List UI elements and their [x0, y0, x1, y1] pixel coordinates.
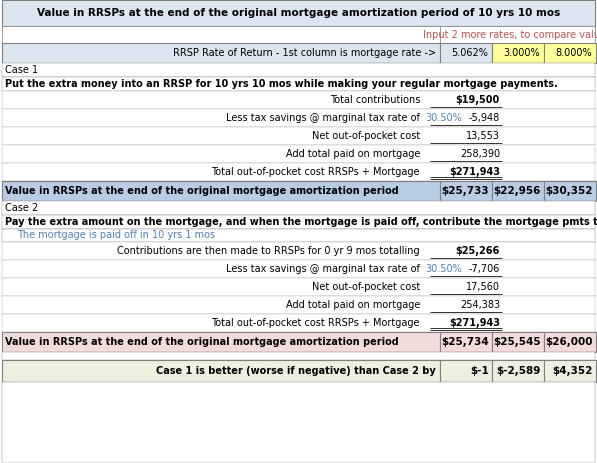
Text: Case 1: Case 1	[5, 65, 38, 75]
Bar	[440, 332, 492, 352]
Bar	[2, 181, 440, 201]
Text: 5.062%: 5.062%	[451, 48, 488, 58]
Text: Put the extra money into an RRSP for 10 yrs 10 mos while making your regular mor: Put the extra money into an RRSP for 10 …	[5, 79, 558, 89]
Text: Value in RRSPs at the end of the original mortgage amortization period: Value in RRSPs at the end of the origina…	[5, 186, 399, 196]
Text: Total out-of-pocket cost RRSPs + Mortgage: Total out-of-pocket cost RRSPs + Mortgag…	[211, 167, 420, 177]
Bar	[440, 26, 595, 43]
Text: -7,706: -7,706	[469, 264, 500, 274]
Text: Less tax savings @ marginal tax rate of: Less tax savings @ marginal tax rate of	[226, 264, 420, 274]
Bar	[544, 332, 596, 352]
Text: RRSP Rate of Return - 1st column is mortgage rate ->: RRSP Rate of Return - 1st column is mort…	[173, 48, 436, 58]
Text: $271,943: $271,943	[449, 318, 500, 328]
Bar	[2, 229, 595, 242]
Bar	[2, 352, 595, 360]
Text: $-2,589: $-2,589	[497, 366, 541, 376]
Bar	[2, 382, 595, 463]
Text: $25,734: $25,734	[441, 337, 489, 347]
Text: Contributions are then made to RRSPs for 0 yr 9 mos totalling: Contributions are then made to RRSPs for…	[118, 246, 420, 256]
Bar	[2, 127, 595, 145]
Bar	[2, 278, 595, 296]
Text: Pay the extra amount on the mortgage, and when the mortgage is paid off, contrib: Pay the extra amount on the mortgage, an…	[5, 217, 597, 227]
Text: $19,500: $19,500	[456, 95, 500, 105]
Bar	[2, 63, 595, 77]
Text: -5,948: -5,948	[469, 113, 500, 123]
Text: Net out-of-pocket cost: Net out-of-pocket cost	[312, 131, 420, 141]
Text: Input 2 more rates, to compare values: Input 2 more rates, to compare values	[423, 30, 597, 39]
Text: 30.50%: 30.50%	[425, 264, 461, 274]
Bar	[2, 215, 595, 229]
Bar	[440, 181, 492, 201]
Text: 258,390: 258,390	[460, 149, 500, 159]
Text: 8.000%: 8.000%	[555, 48, 592, 58]
Text: The mortgage is paid off in 10 yrs 1 mos: The mortgage is paid off in 10 yrs 1 mos	[17, 231, 215, 240]
Text: Total contributions: Total contributions	[330, 95, 420, 105]
Text: $22,956: $22,956	[494, 186, 541, 196]
Text: Add total paid on mortgage: Add total paid on mortgage	[285, 149, 420, 159]
Bar	[2, 242, 595, 260]
Text: $25,266: $25,266	[456, 246, 500, 256]
Text: 17,560: 17,560	[466, 282, 500, 292]
Text: $25,545: $25,545	[493, 337, 541, 347]
Text: Total out-of-pocket cost RRSPs + Mortgage: Total out-of-pocket cost RRSPs + Mortgag…	[211, 318, 420, 328]
Bar	[2, 201, 595, 215]
Text: 3.000%: 3.000%	[503, 48, 540, 58]
Bar	[544, 43, 596, 63]
Bar	[2, 296, 595, 314]
Bar	[2, 109, 595, 127]
Bar	[544, 360, 596, 382]
Bar	[2, 145, 595, 163]
Bar	[2, 332, 440, 352]
Bar	[440, 360, 492, 382]
Bar	[2, 0, 595, 26]
Bar	[492, 43, 544, 63]
Bar	[492, 181, 544, 201]
Bar	[492, 332, 544, 352]
Text: 30.50%: 30.50%	[425, 113, 461, 123]
Bar	[2, 26, 440, 43]
Text: $26,000: $26,000	[546, 337, 593, 347]
Text: Add total paid on mortgage: Add total paid on mortgage	[285, 300, 420, 310]
Bar	[2, 260, 595, 278]
Text: Less tax savings @ marginal tax rate of: Less tax savings @ marginal tax rate of	[226, 113, 420, 123]
Text: $4,352: $4,352	[553, 366, 593, 376]
Text: $25,733: $25,733	[441, 186, 489, 196]
Bar	[2, 314, 595, 332]
Text: Value in RRSPs at the end of the original mortgage amortization period of 10 yrs: Value in RRSPs at the end of the origina…	[37, 8, 560, 18]
Bar	[2, 43, 440, 63]
Text: $30,352: $30,352	[546, 186, 593, 196]
Bar	[544, 181, 596, 201]
Bar	[440, 43, 492, 63]
Text: $-1: $-1	[470, 366, 489, 376]
Bar	[492, 360, 544, 382]
Bar	[2, 77, 595, 91]
Bar	[2, 91, 595, 109]
Text: 13,553: 13,553	[466, 131, 500, 141]
Text: Case 1 is better (worse if negative) than Case 2 by: Case 1 is better (worse if negative) tha…	[156, 366, 436, 376]
Bar	[2, 360, 440, 382]
Text: $271,943: $271,943	[449, 167, 500, 177]
Text: Value in RRSPs at the end of the original mortgage amortization period: Value in RRSPs at the end of the origina…	[5, 337, 399, 347]
Text: Net out-of-pocket cost: Net out-of-pocket cost	[312, 282, 420, 292]
Bar	[2, 163, 595, 181]
Text: Case 2: Case 2	[5, 203, 38, 213]
Text: 254,383: 254,383	[460, 300, 500, 310]
